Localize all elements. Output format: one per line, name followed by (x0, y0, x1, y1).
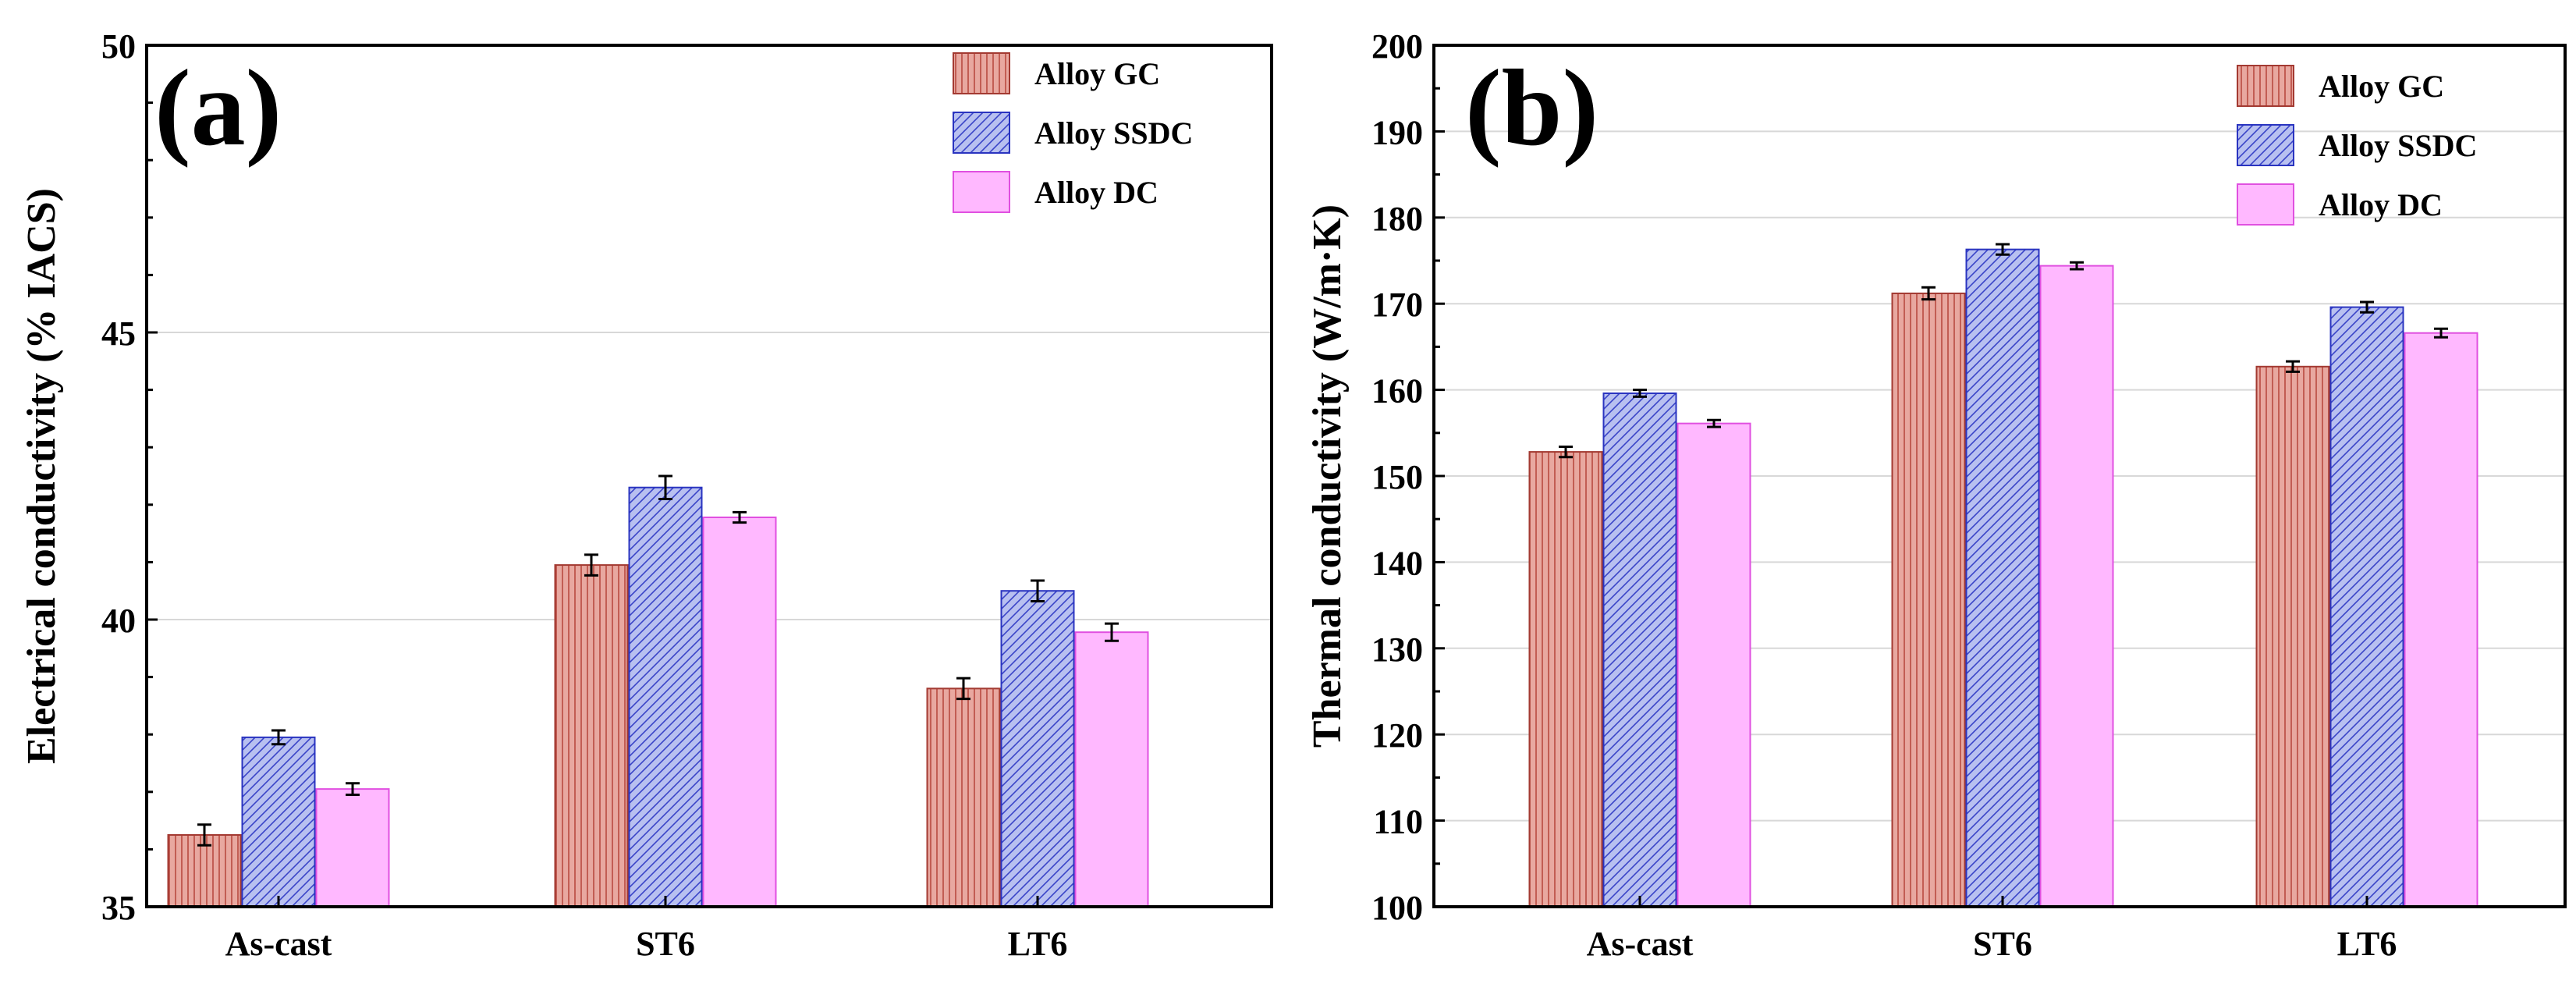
y-tick-label: 50 (101, 27, 136, 66)
y-tick-label: 110 (1373, 803, 1423, 841)
error-bar-gc-st6 (584, 553, 598, 577)
legend-swatch-ssdc (2237, 124, 2294, 166)
bar-ssdc-st6 (1965, 248, 2040, 908)
y-axis-label: Thermal conductivity (W/m·K) (1305, 204, 1350, 748)
legend-swatch-ssdc (953, 112, 1010, 154)
error-bar-dc-st6 (2070, 261, 2084, 271)
bar-dc-st6 (702, 516, 777, 908)
legend-label-dc: Alloy DC (2319, 187, 2443, 222)
bar-ssdc-as-cast (241, 736, 316, 908)
bar-gc-st6 (554, 564, 629, 908)
bar-dc-lt6 (2404, 332, 2478, 908)
error-bar-gc-as-cast (1559, 445, 1573, 459)
y-tick-label: 120 (1371, 716, 1423, 755)
y-tick-label: 45 (101, 314, 136, 353)
bar-gc-lt6 (2255, 365, 2330, 908)
error-bar-ssdc-lt6 (2360, 300, 2374, 314)
y-tick-label: 160 (1371, 372, 1423, 410)
panel-b: 100 110 120 130 140 150 160 170 180 190 200 As-cast… (1305, 27, 2567, 963)
legend-label-ssdc: Alloy SSDC (2319, 128, 2477, 163)
error-bar-gc-lt6 (2286, 360, 2300, 373)
legend-label-gc: Alloy GC (2319, 69, 2444, 104)
error-bar-dc-lt6 (1105, 622, 1119, 642)
y-tick-label: 180 (1371, 200, 1423, 238)
bar-gc-as-cast (1528, 451, 1603, 908)
x-tick-label-as-cast: As-cast (225, 925, 332, 963)
y-tick-label: 40 (101, 602, 136, 640)
x-tick-label-lt6: LT6 (1008, 925, 1068, 963)
error-bar-ssdc-st6 (658, 474, 672, 500)
bar-gc-as-cast (167, 834, 242, 908)
bar-gc-lt6 (926, 687, 1001, 908)
x-tick-label-lt6: LT6 (2337, 925, 2397, 963)
legend-swatch-dc (2237, 183, 2294, 226)
error-bar-ssdc-st6 (1996, 243, 2010, 256)
y-axis-label: Electrical conductivity (% IACS) (20, 188, 64, 764)
legend-swatch-gc (953, 52, 1010, 94)
panel-a: 35 40 45 50 As-cast ST6 LT6 Electrical conducti… (20, 27, 1273, 963)
axis-frame (145, 44, 1273, 908)
y-tick-label: 35 (101, 889, 136, 927)
y-tick-label: 170 (1371, 286, 1423, 324)
legend-swatch-dc (953, 171, 1010, 213)
x-tick-label-st6: ST6 (636, 925, 695, 963)
bar-gc-st6 (1891, 292, 1966, 908)
error-bar-dc-st6 (733, 510, 747, 524)
legend-label-dc: Alloy DC (1034, 175, 1158, 210)
error-bar-gc-st6 (1921, 286, 1936, 301)
x-tick-label-as-cast: As-cast (1587, 925, 1694, 963)
panel-label: (a) (154, 48, 282, 169)
error-bar-gc-lt6 (956, 677, 970, 701)
legend-swatch-gc (2237, 65, 2294, 107)
panel-label: (b) (1465, 48, 1598, 169)
bar-dc-lt6 (1074, 631, 1149, 908)
y-tick-label: 100 (1371, 889, 1423, 927)
bar-ssdc-lt6 (1000, 590, 1075, 908)
y-tick-label: 140 (1371, 544, 1423, 582)
y-tick-label: 150 (1371, 458, 1423, 496)
legend-label-gc: Alloy GC (1034, 56, 1160, 91)
y-tick-label: 130 (1371, 631, 1423, 669)
x-tick-label-st6: ST6 (1973, 925, 2032, 963)
bar-dc-as-cast (315, 788, 390, 908)
y-tick-label: 200 (1371, 27, 1423, 66)
error-bar-dc-as-cast (346, 782, 360, 796)
error-bar-ssdc-as-cast (1633, 389, 1647, 398)
error-bar-ssdc-lt6 (1031, 579, 1045, 602)
bar-ssdc-as-cast (1602, 393, 1677, 908)
bar-ssdc-lt6 (2329, 306, 2404, 908)
bar-dc-st6 (2039, 265, 2114, 908)
error-bar-gc-as-cast (197, 823, 211, 847)
bar-dc-as-cast (1677, 422, 1751, 908)
error-bar-dc-lt6 (2434, 327, 2448, 339)
error-bar-dc-as-cast (1707, 418, 1721, 428)
error-bar-ssdc-as-cast (271, 729, 286, 746)
bar-ssdc-st6 (628, 486, 703, 908)
y-tick-label: 190 (1371, 113, 1423, 151)
legend-label-ssdc: Alloy SSDC (1034, 115, 1193, 151)
